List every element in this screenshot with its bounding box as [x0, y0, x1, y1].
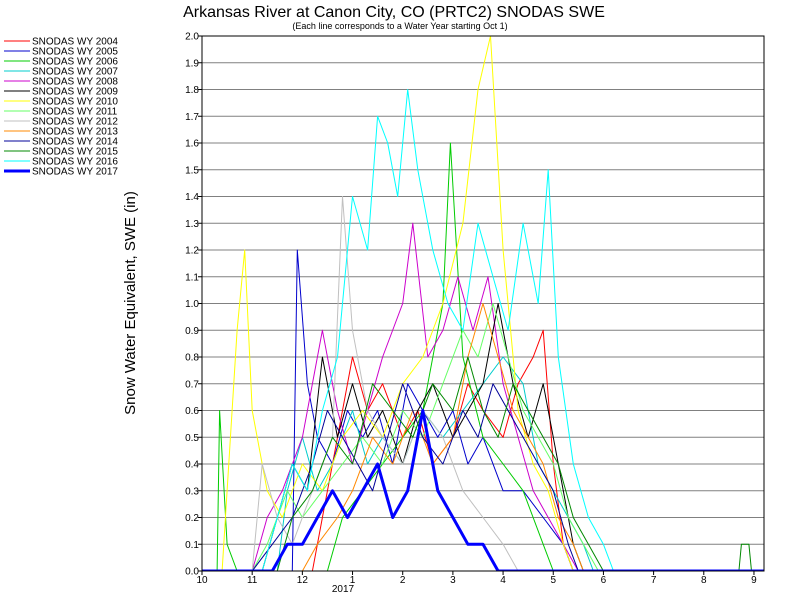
x-axis-ticks: 10 11 12 1 2 3 4 5 6 7 8 9 — [196, 571, 757, 586]
y-tick-label: 1.9 — [185, 58, 199, 69]
series-line-wy2011 — [202, 303, 764, 571]
legend-label: SNODAS WY 2008 — [32, 77, 118, 88]
y-tick-label: 0.2 — [185, 513, 199, 524]
series-line-wy2005 — [202, 249, 764, 571]
x-axis-year-label: 2017 — [332, 584, 355, 595]
x-tick-label: 4 — [500, 575, 506, 586]
series-line-wy2014 — [202, 383, 764, 571]
legend-label: SNODAS WY 2004 — [32, 37, 118, 48]
y-tick-label: 0.8 — [185, 353, 199, 364]
y-tick-label: 0.0 — [185, 567, 199, 578]
y-tick-label: 1.8 — [185, 85, 199, 96]
legend-label: SNODAS WY 2013 — [32, 127, 118, 138]
x-tick-label: 12 — [297, 575, 309, 586]
y-tick-label: 0.4 — [185, 460, 199, 471]
y-tick-label: 0.6 — [185, 406, 199, 417]
x-tick-label: 1 — [350, 575, 356, 586]
x-tick-label: 3 — [450, 575, 456, 586]
y-tick-label: 1.5 — [185, 165, 199, 176]
y-tick-label: 1.7 — [185, 112, 199, 123]
y-axis-ticks: 0.0 0.1 0.2 0.3 0.4 0.5 0.6 0.7 0.8 0.9 1.0 1.1 1.2 1… — [185, 32, 202, 578]
y-tick-label: 1.6 — [185, 139, 199, 150]
series-line-wy2008 — [202, 222, 764, 571]
series-group — [202, 36, 764, 571]
x-tick-label: 2 — [400, 575, 406, 586]
y-tick-label: 1.2 — [185, 246, 199, 257]
legend-label: SNODAS WY 2010 — [32, 97, 118, 108]
legend-label: SNODAS WY 2011 — [32, 107, 118, 118]
y-tick-label: 1.3 — [185, 219, 199, 230]
chart-title: Arkansas River at Canon City, CO (PRTC2)… — [183, 4, 605, 21]
series-line-wy2015 — [202, 356, 764, 571]
y-tick-label: 0.7 — [185, 379, 199, 390]
series-lines — [202, 36, 764, 571]
legend-label: SNODAS WY 2015 — [32, 147, 118, 158]
y-tick-label: 0.3 — [185, 486, 199, 497]
legend-label: SNODAS WY 2009 — [32, 87, 118, 98]
x-tick-label: 5 — [550, 575, 556, 586]
y-tick-label: 1.4 — [185, 192, 199, 203]
legend-label: SNODAS WY 2007 — [32, 67, 118, 78]
legend-label: SNODAS WY 2014 — [32, 137, 118, 148]
y-tick-label: 0.1 — [185, 540, 199, 551]
series-line-wy2017 — [202, 409, 764, 571]
y-tick-label: 1.0 — [185, 299, 199, 310]
series-line-wy2013 — [202, 303, 764, 571]
legend-label: SNODAS WY 2012 — [32, 117, 118, 128]
y-tick-label: 0.5 — [185, 433, 199, 444]
y-tick-label: 1.1 — [185, 272, 199, 283]
legend-label: SNODAS WY 2006 — [32, 57, 118, 68]
legend-label: SNODAS WY 2005 — [32, 47, 118, 58]
x-tick-label: 11 — [247, 575, 258, 586]
x-tick-label: 7 — [651, 575, 657, 586]
y-axis-label: Snow Water Equivalent, SWE (in) — [122, 191, 139, 415]
chart-subtitle: (Each line corresponds to a Water Year s… — [292, 21, 507, 31]
legend-label: SNODAS WY 2016 — [32, 157, 118, 168]
x-tick-label: 8 — [701, 575, 707, 586]
x-tick-label: 10 — [196, 575, 208, 586]
x-tick-label: 6 — [601, 575, 607, 586]
x-tick-label: 9 — [751, 575, 757, 586]
y-tick-label: 2.0 — [185, 32, 199, 43]
legend-label: SNODAS WY 2017 — [32, 167, 118, 178]
y-tick-label: 0.9 — [185, 326, 199, 337]
series-line-wy2016 — [202, 89, 764, 571]
